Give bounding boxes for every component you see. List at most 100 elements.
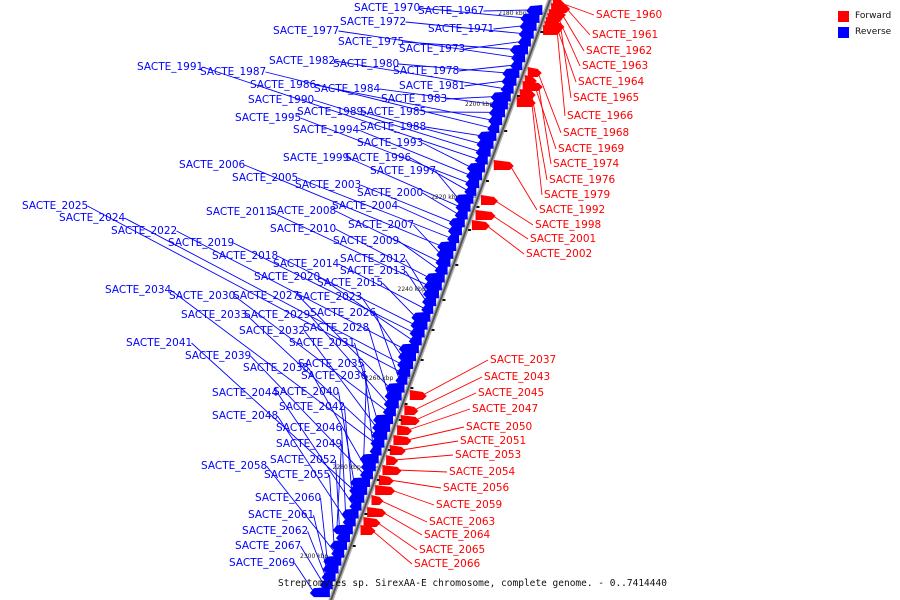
gene-label-sacte-1975[interactable]: SACTE_1975	[338, 36, 404, 48]
gene-label-sacte-2044[interactable]: SACTE_2044	[212, 387, 279, 399]
gene-arrow-sacte-2062[interactable]	[321, 571, 336, 582]
gene-label-sacte-2008[interactable]: SACTE_2008	[270, 205, 336, 217]
gene-label-sacte-1967[interactable]: SACTE_1967	[418, 5, 484, 17]
gene-label-sacte-2065[interactable]: SACTE_2065	[419, 544, 485, 556]
gene-arrow-sacte-2064[interactable]	[367, 507, 387, 517]
gene-arrow-sacte-2004[interactable]	[447, 225, 462, 236]
gene-label-sacte-1998[interactable]: SACTE_1998	[535, 219, 601, 231]
gene-arrow-sacte-2003[interactable]	[448, 217, 465, 228]
gene-arrow-sacte-1997[interactable]	[454, 193, 474, 204]
gene-label-sacte-2003[interactable]: SACTE_2003	[295, 179, 361, 191]
gene-arrow-sacte-2014[interactable]	[421, 303, 434, 314]
gene-label-sacte-2031[interactable]: SACTE_2031	[289, 337, 355, 349]
gene-arrow-sacte-2043[interactable]	[404, 405, 419, 415]
gene-label-sacte-2005[interactable]: SACTE_2005	[232, 172, 298, 184]
gene-arrow-sacte-1978[interactable]	[510, 60, 523, 71]
gene-arrow-sacte-2040[interactable]	[350, 477, 371, 487]
gene-label-sacte-2014[interactable]: SACTE_2014	[273, 258, 340, 270]
gene-label-sacte-2010[interactable]: SACTE_2010	[270, 223, 336, 235]
gene-arrow-sacte-2049[interactable]	[332, 524, 353, 535]
gene-arrow-sacte-2066[interactable]	[360, 525, 376, 535]
gene-arrow-sacte-1994[interactable]	[466, 170, 483, 181]
gene-arrow-sacte-1967[interactable]	[526, 5, 543, 15]
gene-label-sacte-2020[interactable]: SACTE_2020	[254, 271, 320, 283]
gene-label-sacte-2061[interactable]: SACTE_2061	[248, 509, 314, 521]
gene-label-sacte-2069[interactable]: SACTE_2069	[229, 557, 295, 569]
gene-arrow-sacte-1970[interactable]	[520, 12, 540, 23]
gene-arrow-sacte-1974[interactable]	[522, 81, 543, 91]
gene-label-sacte-2049[interactable]: SACTE_2049	[276, 438, 342, 450]
gene-label-sacte-2004[interactable]: SACTE_2004	[332, 200, 399, 212]
gene-label-sacte-1991[interactable]: SACTE_1991	[137, 61, 203, 73]
gene-label-sacte-1964[interactable]: SACTE_1964	[578, 76, 645, 88]
gene-arrow-sacte-2018[interactable]	[410, 319, 428, 330]
gene-label-sacte-2009[interactable]: SACTE_2009	[333, 235, 399, 247]
gene-arrow-sacte-2048[interactable]	[342, 516, 356, 527]
gene-arrow-sacte-2007[interactable]	[436, 248, 454, 259]
gene-label-sacte-2058[interactable]: SACTE_2058	[201, 460, 267, 472]
gene-arrow-sacte-1987[interactable]	[487, 123, 500, 133]
gene-arrow-sacte-2036[interactable]	[359, 453, 379, 464]
gene-label-sacte-2026[interactable]: SACTE_2026	[310, 307, 377, 319]
gene-arrow-sacte-2032[interactable]	[372, 421, 391, 432]
gene-label-sacte-2002[interactable]: SACTE_2002	[526, 248, 592, 260]
gene-label-sacte-2039[interactable]: SACTE_2039	[185, 350, 251, 362]
gene-label-sacte-2063[interactable]: SACTE_2063	[429, 516, 495, 528]
gene-arrow-sacte-1980[interactable]	[502, 67, 520, 78]
gene-arrow-sacte-1966[interactable]	[543, 25, 562, 35]
gene-label-sacte-2025[interactable]: SACTE_2025	[22, 200, 88, 212]
gene-arrow-sacte-2000[interactable]	[454, 209, 468, 220]
gene-arrow-sacte-2010[interactable]	[424, 272, 445, 283]
gene-arrow-sacte-2056[interactable]	[378, 475, 394, 485]
gene-label-sacte-2055[interactable]: SACTE_2055	[264, 469, 330, 481]
gene-label-sacte-1961[interactable]: SACTE_1961	[592, 29, 658, 41]
gene-label-sacte-2043[interactable]: SACTE_2043	[484, 371, 550, 383]
gene-label-sacte-2007[interactable]: SACTE_2007	[348, 219, 414, 231]
gene-label-sacte-1971[interactable]: SACTE_1971	[428, 23, 494, 35]
gene-arrow-sacte-1995[interactable]	[465, 178, 480, 189]
gene-arrow-sacte-2031[interactable]	[373, 414, 394, 425]
gene-label-sacte-1979[interactable]: SACTE_1979	[544, 189, 610, 201]
gene-label-sacte-2036[interactable]: SACTE_2036	[301, 370, 368, 382]
gene-arrow-sacte-2022[interactable]	[398, 343, 419, 354]
gene-arrow-sacte-2013[interactable]	[422, 296, 437, 307]
gene-label-sacte-1988[interactable]: SACTE_1988	[360, 121, 426, 133]
gene-label-sacte-2041[interactable]: SACTE_2041	[126, 337, 192, 349]
gene-label-sacte-2038[interactable]: SACTE_2038	[243, 362, 309, 374]
gene-label-sacte-1977[interactable]: SACTE_1977	[273, 25, 339, 37]
gene-label-sacte-1992[interactable]: SACTE_1992	[539, 204, 605, 216]
gene-arrow-sacte-2015[interactable]	[411, 311, 431, 322]
gene-label-sacte-2053[interactable]: SACTE_2053	[455, 449, 521, 461]
gene-arrow-sacte-2038[interactable]	[360, 461, 376, 472]
gene-arrow-sacte-1996[interactable]	[464, 185, 477, 196]
gene-label-sacte-2032[interactable]: SACTE_2032	[239, 325, 305, 337]
gene-arrow-sacte-1973[interactable]	[517, 36, 531, 47]
gene-label-sacte-2013[interactable]: SACTE_2013	[340, 265, 406, 277]
gene-label-sacte-2022[interactable]: SACTE_2022	[111, 225, 177, 237]
gene-label-sacte-2006[interactable]: SACTE_2006	[179, 159, 246, 171]
gene-arrow-sacte-2030[interactable]	[382, 406, 396, 417]
gene-label-sacte-1962[interactable]: SACTE_1962	[586, 45, 652, 57]
gene-arrow-sacte-2055[interactable]	[330, 539, 348, 550]
gene-label-sacte-2001[interactable]: SACTE_2001	[530, 233, 596, 245]
gene-arrow-sacte-1992[interactable]	[493, 160, 514, 170]
gene-arrow-sacte-2053[interactable]	[386, 455, 399, 465]
gene-label-sacte-1983[interactable]: SACTE_1983	[381, 93, 447, 105]
gene-arrow-sacte-2063[interactable]	[371, 495, 384, 505]
gene-label-sacte-1968[interactable]: SACTE_1968	[563, 127, 629, 139]
gene-arrow-sacte-2065[interactable]	[363, 517, 381, 527]
gene-arrow-sacte-2026[interactable]	[395, 374, 408, 385]
gene-label-sacte-2048[interactable]: SACTE_2048	[212, 410, 278, 422]
gene-label-sacte-2018[interactable]: SACTE_2018	[212, 250, 278, 262]
gene-arrow-sacte-1991[interactable]	[474, 154, 488, 165]
gene-arrow-sacte-1975[interactable]	[509, 44, 528, 55]
gene-arrow-sacte-2058[interactable]	[331, 547, 345, 558]
gene-label-sacte-2042[interactable]: SACTE_2042	[279, 401, 345, 413]
gene-arrow-sacte-1976[interactable]	[519, 89, 536, 99]
gene-label-sacte-1970[interactable]: SACTE_1970	[354, 2, 420, 14]
gene-arrow-sacte-1989[interactable]	[476, 138, 494, 149]
gene-arrow-sacte-2042[interactable]	[348, 492, 365, 503]
gene-arrow-sacte-1968[interactable]	[527, 67, 542, 77]
gene-arrow-sacte-2028[interactable]	[384, 390, 402, 401]
gene-label-sacte-1996[interactable]: SACTE_1996	[345, 152, 412, 164]
